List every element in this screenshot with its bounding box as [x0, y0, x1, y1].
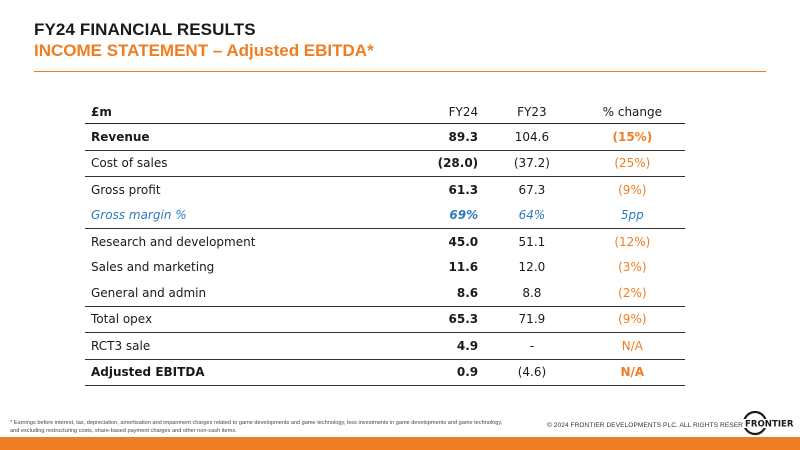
row-fy24-value: 69% [396, 202, 485, 229]
page-title: FY24 FINANCIAL RESULTS [34, 20, 256, 39]
row-label: Total opex [85, 306, 397, 333]
table-row-gross-profit: Gross profit 61.3 67.3 (9%) [85, 177, 685, 203]
copyright-notice: © 2024 FRONTIER DEVELOPMENTS PLC. ALL RI… [547, 422, 757, 429]
row-fy23-value: 71.9 [484, 306, 580, 333]
table-row-gross-margin: Gross margin % 69% 64% 5pp [85, 202, 685, 229]
table-row-research-development: Research and development 45.0 51.1 (12%) [85, 229, 685, 255]
row-change-value: (2%) [579, 280, 685, 307]
logo-wordmark: FRONTIER [745, 420, 794, 430]
row-label: Gross margin % [85, 202, 397, 229]
row-fy23-value: 51.1 [518, 234, 546, 249]
table-row-total-opex: Total opex 65.3 71.9 (9%) [85, 306, 685, 333]
row-change-value: (9%) [618, 182, 647, 197]
row-label: Revenue [85, 123, 397, 151]
row-fy24-value: 4.9 [396, 332, 485, 360]
row-fy23-value: 12.0 [518, 260, 546, 275]
row-fy23-value: 67.3 [518, 182, 546, 197]
table-row-revenue: Revenue 89.3 104.6 (15%) [85, 123, 685, 151]
row-fy24-value: 65.3 [396, 306, 485, 333]
row-label: General and admin [85, 280, 397, 307]
row-change-value: (12%) [614, 234, 651, 249]
row-fy24-value: 0.9 [396, 359, 485, 386]
column-header-unit: £m [85, 100, 397, 124]
row-change-value: (15%) [579, 123, 685, 151]
column-header-fy23: FY23 [484, 100, 580, 124]
row-fy24-value: 8.6 [396, 280, 485, 307]
row-change-value: 5pp [579, 202, 685, 229]
row-fy24-value: 89.3 [396, 123, 485, 151]
row-fy24-value: 45.0 [448, 234, 479, 249]
row-label: RCT3 sale [85, 332, 397, 360]
row-label: Gross profit [91, 182, 161, 197]
table-row-general-admin: General and admin 8.6 8.8 (2%) [85, 280, 685, 307]
row-change-value: (9%) [579, 306, 685, 333]
row-change-value: N/A [579, 359, 685, 386]
table-header-row: £m FY24 FY23 % change [85, 100, 685, 124]
row-change-value: N/A [579, 332, 685, 360]
row-label: Research and development [91, 234, 256, 249]
table-row-sales-marketing: Sales and marketing 11.6 12.0 (3%) [85, 255, 685, 281]
bottom-accent-bar [0, 437, 800, 450]
footnote: * Earnings before interest, tax, depreci… [10, 420, 503, 434]
column-header-change: % change [579, 100, 685, 124]
frontier-logo: FRONTIER [742, 410, 794, 436]
table-row-rct3-sale: RCT3 sale 4.9 - N/A [85, 332, 685, 360]
row-fy24-value: (28.0) [396, 150, 485, 177]
row-fy24-value: 61.3 [448, 182, 479, 197]
row-fy23-value: 104.6 [484, 123, 580, 151]
column-header-fy24: FY24 [396, 100, 485, 124]
table-row-cost-of-sales: Cost of sales (28.0) (37.2) (25%) [85, 150, 685, 177]
row-fy23-value: 8.8 [484, 280, 580, 307]
page-subtitle: INCOME STATEMENT – Adjusted EBITDA* [34, 41, 374, 60]
row-label: Cost of sales [85, 150, 397, 177]
table-row-adjusted-ebitda: Adjusted EBITDA 0.9 (4.6) N/A [85, 359, 685, 386]
row-fy23-value: - [484, 332, 580, 360]
row-fy24-value: 11.6 [448, 260, 479, 275]
row-change-value: (25%) [579, 150, 685, 177]
row-fy23-value: 64% [484, 202, 580, 229]
row-fy23-value: (37.2) [484, 150, 580, 177]
row-fy23-value: (4.6) [484, 359, 580, 386]
title-divider [34, 71, 766, 72]
row-change-value: (3%) [618, 260, 647, 275]
income-statement-table: £m FY24 FY23 % change Revenue 89.3 104.6… [85, 100, 685, 386]
row-label: Sales and marketing [91, 260, 215, 275]
row-label: Adjusted EBITDA [85, 359, 397, 386]
